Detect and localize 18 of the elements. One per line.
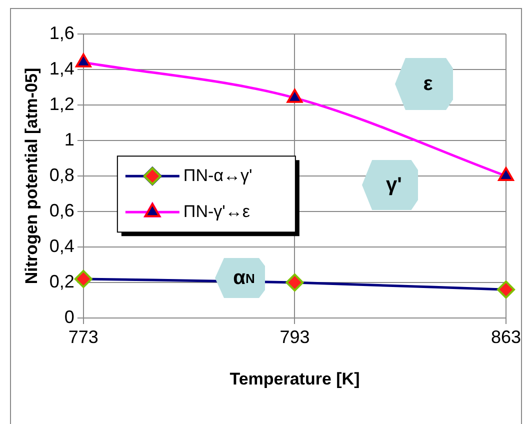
x-tick-label: 863 [490, 326, 522, 347]
y-tick-label: 1,4 [49, 58, 74, 78]
y-tick-label: 1 [64, 129, 74, 150]
y-axis-title: Nitrogen potential [atm-05] [22, 68, 41, 284]
x-tick-label: 773 [68, 326, 98, 347]
y-tick-label: 0,2 [49, 271, 74, 292]
y-tick-label: 0,4 [49, 236, 74, 256]
y-tick-label: 0,8 [49, 164, 74, 185]
x-axis-title: Temperature [K] [230, 369, 360, 388]
x-tick-label: 793 [280, 326, 310, 347]
y-tick-label: 1,2 [49, 94, 74, 114]
annotation: ε [422, 72, 434, 96]
y-tick-label: 0,6 [49, 200, 74, 220]
annotation: γ' [385, 172, 403, 198]
y-tick-label: 0 [64, 306, 74, 327]
legend-label: ΠN-α↔γ' [183, 166, 252, 185]
y-tick-label: 1,6 [49, 22, 74, 43]
legend-label: ΠN-γ'↔ε [183, 202, 250, 221]
